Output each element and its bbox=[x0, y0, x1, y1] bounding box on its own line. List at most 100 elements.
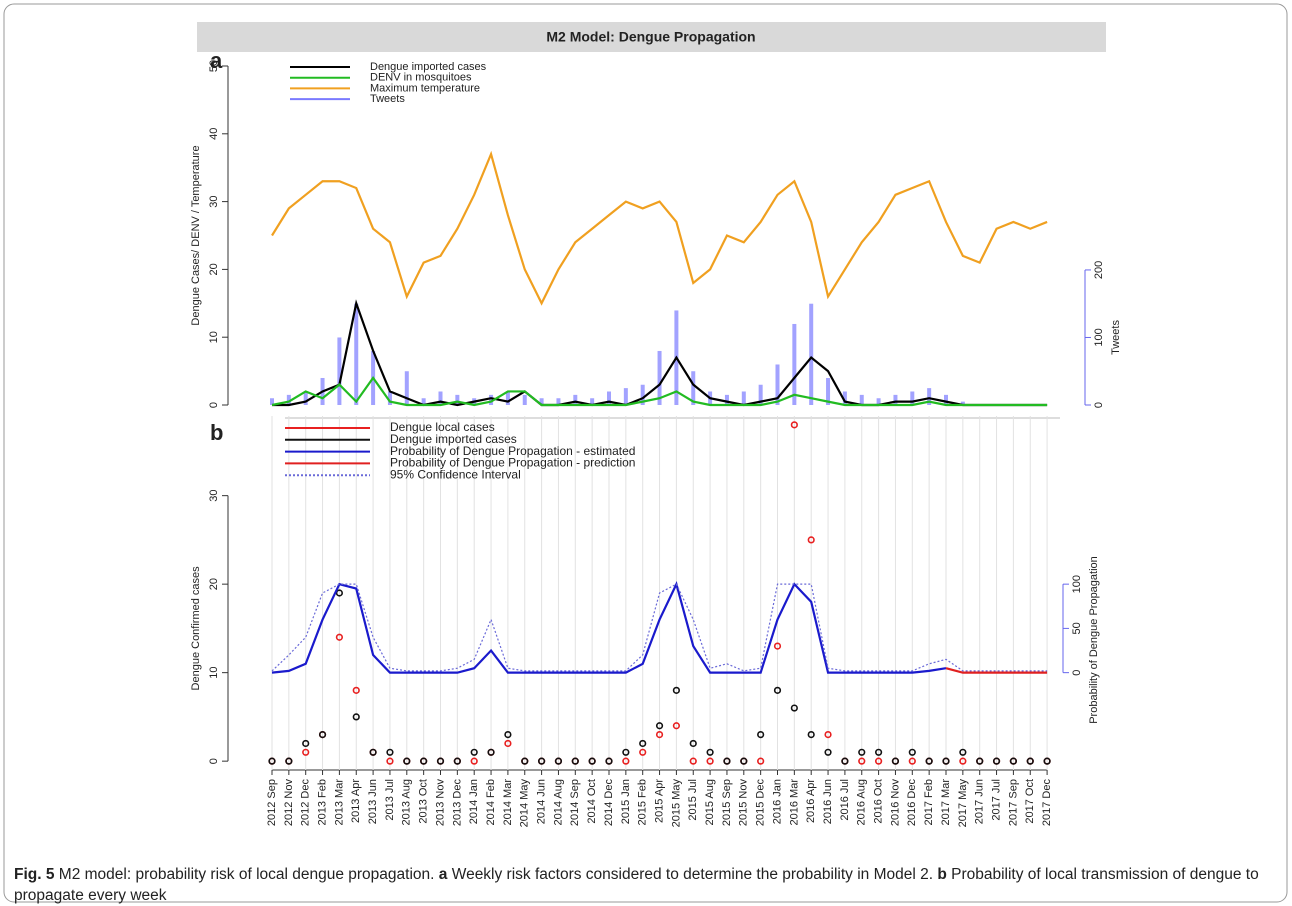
bar bbox=[944, 394, 948, 405]
point bbox=[757, 730, 765, 739]
point bbox=[622, 757, 630, 765]
point bbox=[891, 757, 900, 765]
bar bbox=[438, 391, 443, 405]
bar bbox=[556, 398, 561, 405]
point bbox=[992, 757, 1001, 765]
bar bbox=[522, 394, 527, 405]
y-tick-label: 20 bbox=[208, 578, 220, 590]
caption-a: a bbox=[438, 866, 448, 883]
legend-label: DENV in mosquitoes bbox=[370, 72, 472, 84]
bar bbox=[303, 391, 308, 405]
x-tick-label: 2013 Jul bbox=[384, 779, 396, 821]
point bbox=[672, 722, 681, 730]
point bbox=[925, 757, 933, 765]
y2-tick-label: 50 bbox=[1071, 622, 1083, 634]
point bbox=[942, 757, 950, 765]
x-tick-label: 2017 Jul bbox=[990, 779, 1002, 821]
bar bbox=[640, 384, 645, 405]
point bbox=[874, 757, 883, 765]
point bbox=[1009, 757, 1018, 765]
legend-label: Probability of Dengue Propagation - esti… bbox=[390, 444, 635, 458]
point bbox=[622, 748, 630, 756]
point bbox=[824, 730, 832, 739]
point bbox=[858, 748, 866, 756]
point bbox=[504, 730, 512, 739]
bar bbox=[505, 391, 510, 405]
point bbox=[420, 757, 428, 765]
x-tick-label: 2017 Mar bbox=[940, 779, 952, 826]
y2-tick-label: 100 bbox=[1071, 575, 1083, 593]
y-tick-label: 30 bbox=[208, 490, 220, 502]
point bbox=[1043, 757, 1051, 765]
bar bbox=[337, 337, 342, 405]
x-tick-label: 2016 Dec bbox=[906, 779, 918, 827]
x-tick-label: 2014 Sep bbox=[569, 779, 581, 826]
x-tick-label: 2015 Sep bbox=[721, 779, 733, 826]
x-tick-label: 2014 Jun bbox=[536, 779, 548, 824]
legend-label: Tweets bbox=[370, 93, 405, 105]
x-tick-label: 2015 May bbox=[670, 779, 682, 828]
bar bbox=[758, 384, 763, 405]
bar bbox=[590, 398, 595, 405]
point bbox=[285, 757, 293, 765]
legend-label: 95% Confidence Interval bbox=[390, 467, 521, 481]
panel-label: a bbox=[210, 48, 223, 73]
caption: Fig. 5 M2 model: probability risk of loc… bbox=[14, 864, 1276, 906]
point bbox=[824, 748, 832, 756]
point bbox=[689, 757, 697, 765]
caption-a-text: Weekly risk factors considered to determ… bbox=[451, 866, 934, 883]
point bbox=[723, 757, 731, 765]
point bbox=[436, 757, 445, 765]
x-tick-label: 2013 Nov bbox=[434, 779, 446, 827]
bar bbox=[455, 394, 460, 405]
x-tick-label: 2012 Nov bbox=[283, 779, 295, 827]
point bbox=[740, 757, 748, 765]
point bbox=[790, 704, 798, 712]
bar bbox=[741, 391, 746, 405]
x-tick-label: 2014 Feb bbox=[485, 779, 497, 825]
bar bbox=[573, 394, 578, 405]
point bbox=[639, 748, 647, 756]
point bbox=[470, 748, 478, 756]
x-tick-label: 2014 May bbox=[519, 779, 531, 828]
bar bbox=[607, 391, 611, 405]
y-tick-label: 30 bbox=[208, 195, 220, 207]
series-line bbox=[272, 299, 1048, 407]
point bbox=[605, 757, 613, 765]
point bbox=[487, 748, 495, 756]
y2-tick-label: 0 bbox=[1071, 670, 1083, 676]
point bbox=[790, 421, 798, 429]
series-line bbox=[945, 667, 1048, 674]
bar bbox=[404, 371, 409, 405]
point bbox=[959, 757, 967, 765]
bar bbox=[809, 303, 814, 405]
y-tick-label: 50 bbox=[208, 60, 220, 72]
y-tick-label: 10 bbox=[208, 667, 220, 679]
bar bbox=[876, 398, 881, 405]
y-tick-label: 20 bbox=[208, 263, 220, 275]
y-tick-label: 10 bbox=[208, 331, 220, 343]
x-tick-label: 2015 Dec bbox=[755, 779, 767, 827]
point bbox=[858, 757, 866, 765]
x-tick-label: 2014 Oct bbox=[586, 779, 598, 824]
x-tick-label: 2014 Dec bbox=[603, 779, 615, 827]
bar bbox=[792, 323, 797, 405]
x-tick-label: 2013 Dec bbox=[451, 779, 463, 827]
x-tick-label: 2017 Jun bbox=[974, 779, 986, 824]
bar bbox=[657, 350, 662, 405]
point bbox=[706, 757, 714, 765]
x-tick-label: 2012 Dec bbox=[300, 779, 312, 827]
x-tick-label: 2016 Apr bbox=[805, 779, 817, 823]
bar bbox=[826, 377, 831, 405]
x-tick-label: 2017 Dec bbox=[1041, 779, 1053, 827]
x-tick-label: 2016 Oct bbox=[873, 779, 885, 824]
point bbox=[504, 739, 512, 748]
point bbox=[369, 748, 377, 756]
point bbox=[352, 713, 360, 721]
bar bbox=[859, 394, 864, 405]
x-tick-label: 2015 Jul bbox=[687, 779, 699, 821]
bar bbox=[960, 401, 965, 405]
point bbox=[403, 757, 411, 765]
x-tick-label: 2013 Feb bbox=[316, 779, 328, 825]
